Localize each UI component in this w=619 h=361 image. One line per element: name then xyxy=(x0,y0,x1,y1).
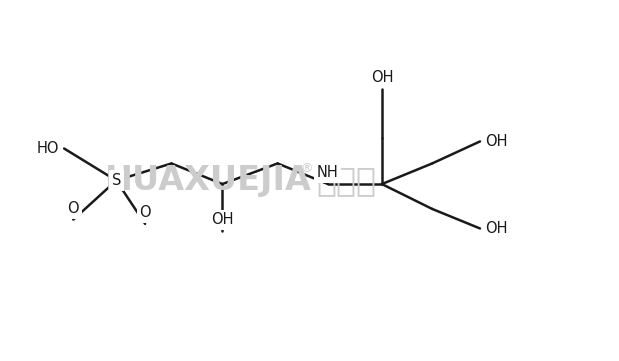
Text: OH: OH xyxy=(485,134,508,149)
Text: 化学加: 化学加 xyxy=(316,164,376,197)
Text: OH: OH xyxy=(211,212,233,227)
Text: HO: HO xyxy=(37,141,59,156)
Text: O: O xyxy=(139,205,151,220)
Text: S: S xyxy=(111,173,121,188)
Text: OH: OH xyxy=(485,221,508,236)
Text: NH: NH xyxy=(317,165,339,180)
Text: ®: ® xyxy=(300,162,313,175)
Text: OH: OH xyxy=(371,70,393,85)
Text: O: O xyxy=(67,201,79,216)
Text: HUAXUEJIA: HUAXUEJIA xyxy=(105,164,312,197)
